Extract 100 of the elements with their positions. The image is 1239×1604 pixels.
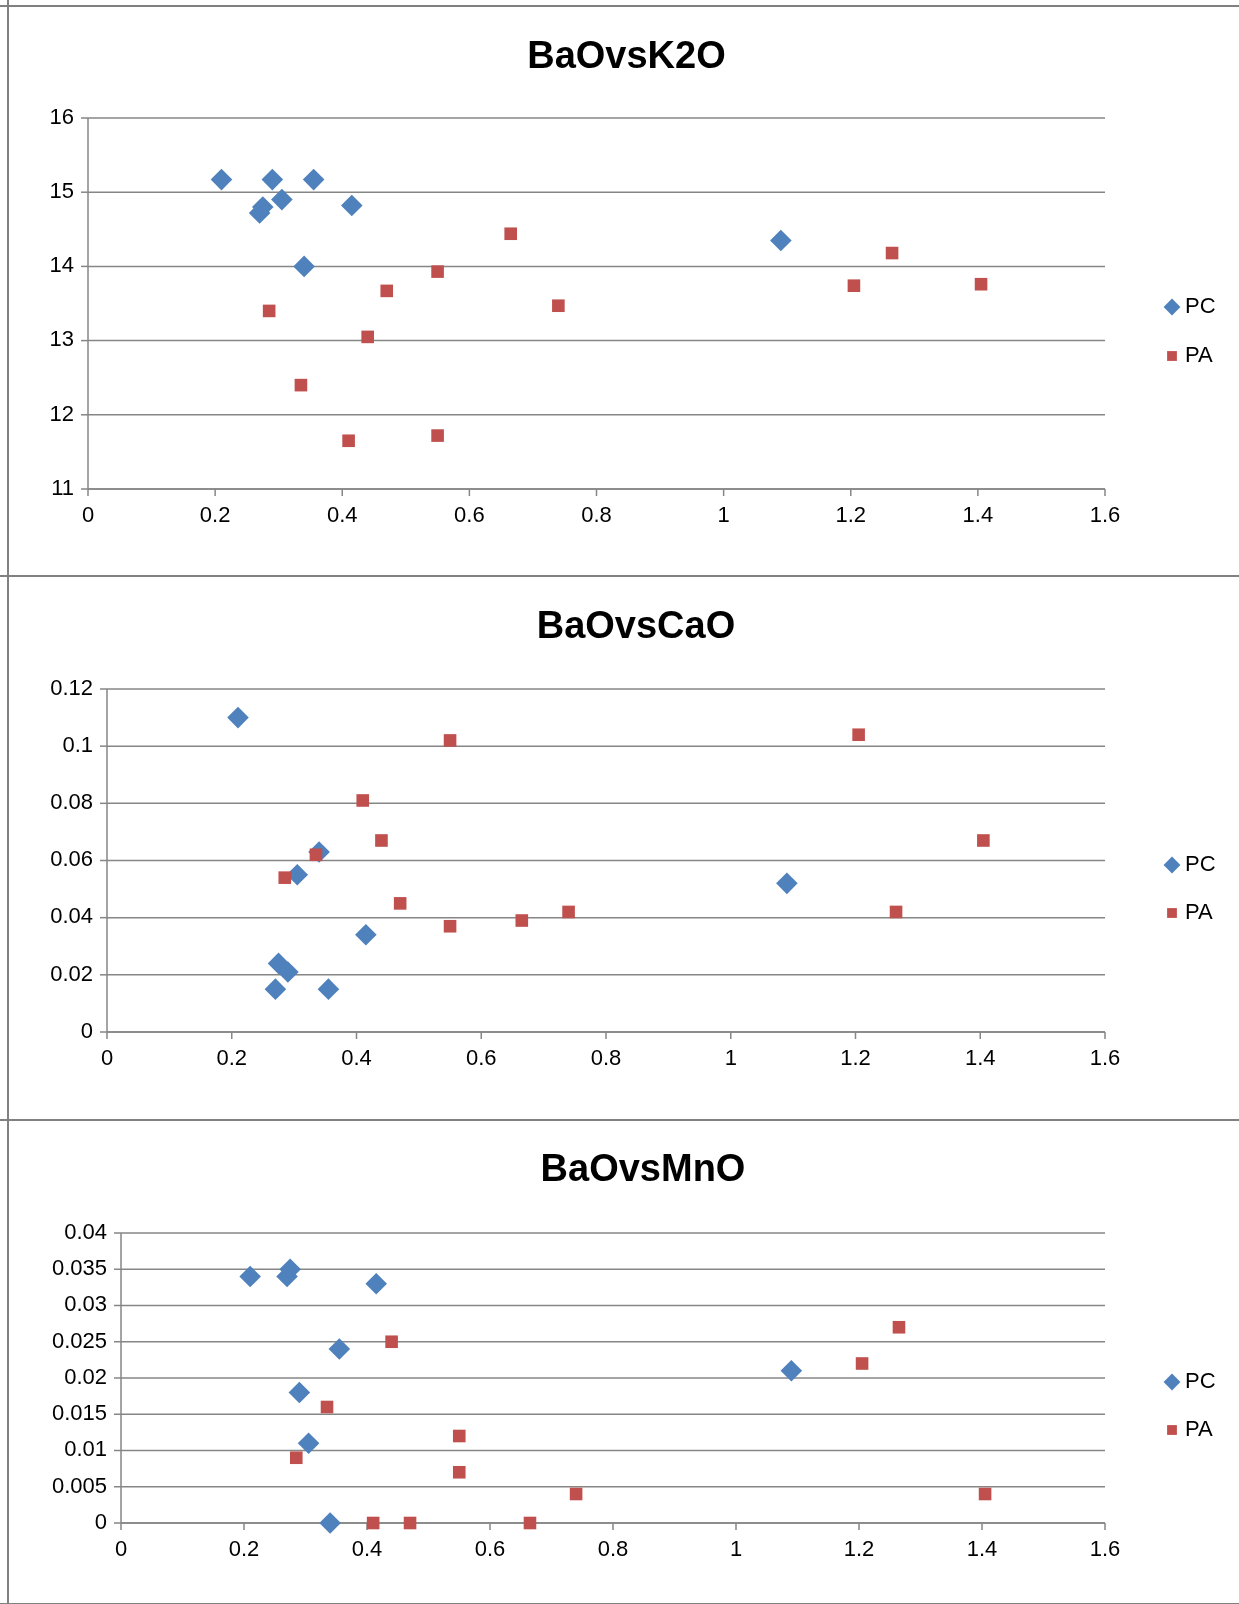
y-tick-label: 0.1 <box>62 731 93 757</box>
point <box>443 919 457 933</box>
point <box>340 194 363 217</box>
point <box>366 1516 380 1530</box>
x-tick-label: 1 <box>729 1536 743 1561</box>
y-tick-label: 0.12 <box>50 674 93 700</box>
x-tick-label: 1 <box>717 502 730 527</box>
point <box>977 834 990 847</box>
y-tick-label: 0.08 <box>50 789 93 815</box>
point <box>515 914 529 927</box>
point <box>293 255 315 278</box>
legend-label: PC <box>1185 1367 1216 1393</box>
x-tick-label: 1.2 <box>840 1045 871 1070</box>
y-tick-label: 16 <box>49 103 74 129</box>
point <box>302 168 325 191</box>
point <box>855 1357 869 1370</box>
y-tick-label: 0.005 <box>51 1472 107 1498</box>
point <box>328 1338 351 1360</box>
point <box>289 1451 303 1465</box>
y-tick-label: 0 <box>94 1508 107 1534</box>
y-tick-label: 0.025 <box>51 1327 107 1353</box>
y-tick-label: 0.015 <box>51 1400 107 1426</box>
x-tick-label: 1.4 <box>964 1045 996 1070</box>
point <box>294 378 308 392</box>
x-tick-label: 1.6 <box>1089 502 1121 527</box>
chart-title: BaOvsCaO <box>536 604 736 647</box>
legend-label: PC <box>1185 292 1216 318</box>
y-tick-label: 13 <box>49 326 74 352</box>
point <box>562 905 575 919</box>
y-tick-label: 14 <box>49 252 74 278</box>
point <box>297 1432 320 1455</box>
x-tick-label: 0.6 <box>454 502 485 527</box>
y-tick-label: 12 <box>49 400 74 426</box>
y-tick-label: 0.03 <box>64 1291 107 1317</box>
point <box>277 961 299 983</box>
y-tick-label: 0.01 <box>64 1436 107 1462</box>
point <box>452 1465 466 1479</box>
point <box>317 978 340 1000</box>
point <box>227 706 249 729</box>
point <box>431 265 444 278</box>
point <box>552 299 565 313</box>
x-tick-label: 0.8 <box>597 1536 629 1561</box>
y-tick-label: 0.06 <box>50 846 93 872</box>
x-tick-label: 0.2 <box>216 1045 248 1070</box>
point <box>403 1516 417 1530</box>
point <box>278 871 292 884</box>
point <box>978 1487 992 1501</box>
y-tick-label: 0 <box>80 1017 93 1043</box>
point <box>776 872 798 895</box>
y-tick-label: 0.04 <box>64 1218 107 1244</box>
chart-title: BaOvsMnO <box>540 1147 746 1190</box>
x-tick-label: 0.6 <box>465 1045 497 1070</box>
x-tick-label: 1.2 <box>843 1536 875 1561</box>
x-tick-label: 1.4 <box>966 1536 998 1561</box>
legend-label: PA <box>1185 898 1214 924</box>
point <box>770 229 792 252</box>
point <box>264 978 287 1000</box>
point <box>523 1516 537 1530</box>
x-tick-label: 0 <box>114 1536 128 1561</box>
point <box>380 284 394 298</box>
point <box>569 1487 583 1501</box>
point <box>319 1512 341 1534</box>
point <box>342 434 355 448</box>
point <box>852 728 865 742</box>
x-tick-label: 1.6 <box>1089 1536 1121 1561</box>
point <box>892 1320 906 1334</box>
point <box>443 734 457 747</box>
point <box>847 279 861 292</box>
x-tick-label: 0.8 <box>590 1045 622 1070</box>
point <box>365 1272 388 1295</box>
point <box>780 1359 803 1382</box>
x-tick-label: 0.6 <box>474 1536 506 1561</box>
point <box>210 168 233 191</box>
y-tick-label: 11 <box>51 474 74 500</box>
point <box>974 277 988 291</box>
legend-label: PC <box>1185 850 1216 876</box>
x-tick-label: 1.6 <box>1089 1045 1121 1070</box>
y-tick-label: 15 <box>49 178 74 204</box>
x-tick-label: 0.8 <box>581 502 612 527</box>
point <box>385 1335 398 1349</box>
y-tick-label: 0.02 <box>50 960 93 986</box>
legend-label: PA <box>1185 1415 1214 1441</box>
point <box>375 834 388 847</box>
point <box>393 897 407 910</box>
x-tick-label: 0.2 <box>199 502 231 527</box>
point <box>504 227 517 241</box>
point <box>261 168 284 191</box>
y-tick-label: 0.04 <box>50 903 93 929</box>
x-tick-label: 1 <box>724 1045 737 1070</box>
chart-title: BaOvsK2O <box>527 34 726 77</box>
x-tick-label: 0.4 <box>326 502 358 527</box>
point <box>262 304 276 318</box>
point <box>431 429 444 442</box>
x-tick-label: 0.2 <box>228 1536 260 1561</box>
point <box>355 924 377 946</box>
x-tick-label: 1.4 <box>962 502 994 527</box>
point <box>452 1429 466 1443</box>
point <box>320 1400 334 1414</box>
y-tick-label: 0.02 <box>64 1363 107 1389</box>
point <box>889 905 903 919</box>
